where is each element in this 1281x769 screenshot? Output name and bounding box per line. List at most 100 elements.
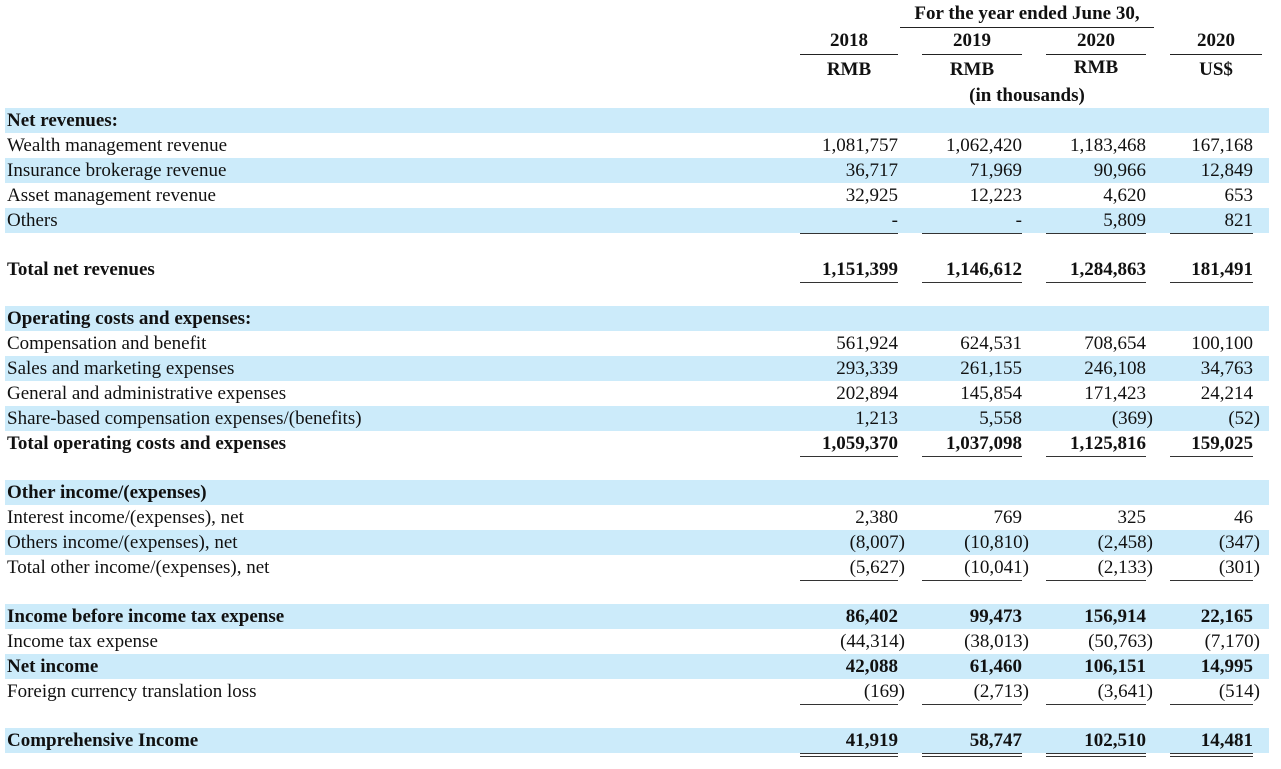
statement-row: Operating costs and expenses: xyxy=(5,306,1269,331)
cell-value: 12,849 xyxy=(1200,160,1253,181)
cell-value: 41,919 xyxy=(845,730,898,751)
row-label: Income before income tax expense xyxy=(7,606,285,627)
statement-row: Compensation and benefit 561,924 624,531 70… xyxy=(5,331,1269,356)
statement-row: Sales and marketing expenses 293,339 261,1… xyxy=(5,356,1269,381)
cell-value: 71,969 xyxy=(969,160,1022,181)
cell-value: 36,717 xyxy=(845,160,898,181)
statement-row: Asset management revenue 32,925 12,223 4,62… xyxy=(5,183,1269,208)
cell-value: 821 xyxy=(1224,210,1254,231)
cell-value: (8,007) xyxy=(849,532,905,553)
underline xyxy=(800,282,898,283)
row-label: Income tax expense xyxy=(7,631,158,652)
underline xyxy=(922,282,1022,283)
cell-value: (2,458) xyxy=(1097,532,1153,553)
currency-header-2018: RMB xyxy=(826,59,872,80)
row-label: Interest income/(expenses), net xyxy=(7,507,244,528)
cell-value: 181,491 xyxy=(1191,259,1253,280)
cell-value: - xyxy=(1015,210,1022,231)
double-underline xyxy=(1046,753,1146,757)
statement-row: Interest income/(expenses), net 2,380 769 3… xyxy=(5,505,1269,530)
cell-value: (52) xyxy=(1228,408,1260,429)
period-underline xyxy=(900,27,1154,28)
cell-value: 58,747 xyxy=(969,730,1022,751)
cell-value: (169) xyxy=(863,681,905,702)
cell-value: 1,059,370 xyxy=(822,433,898,454)
cell-value: (301) xyxy=(1218,557,1260,578)
cell-value: (2,713) xyxy=(973,681,1029,702)
row-label: Total other income/(expenses), net xyxy=(7,557,270,578)
cell-value: 5,558 xyxy=(979,408,1022,429)
underline xyxy=(1170,580,1253,581)
period-header: For the year ended June 30, xyxy=(914,3,1140,24)
cell-value: 1,213 xyxy=(855,408,898,429)
units-header: (in thousands) xyxy=(969,85,1085,106)
cell-value: 46 xyxy=(1234,507,1253,528)
cell-value: (369) xyxy=(1111,408,1153,429)
underline xyxy=(1046,580,1146,581)
year-header-2020-usd: 2020 xyxy=(1197,30,1235,51)
row-label: Foreign currency translation loss xyxy=(7,681,257,702)
row-label: Others income/(expenses), net xyxy=(7,532,238,553)
cell-value: (38,013) xyxy=(964,631,1029,652)
cell-value: 1,146,612 xyxy=(946,259,1022,280)
cell-value: 32,925 xyxy=(845,185,898,206)
cell-value: (10,041) xyxy=(964,557,1029,578)
cell-value: 159,025 xyxy=(1191,433,1253,454)
statement-row: Total other income/(expenses), net (5,627… xyxy=(5,555,1269,580)
cell-value: 1,037,098 xyxy=(946,433,1022,454)
statement-row: Foreign currency translation loss (169) (2… xyxy=(5,679,1269,704)
row-label: Asset management revenue xyxy=(7,185,216,206)
underline xyxy=(1046,704,1146,705)
underline xyxy=(922,456,1022,457)
statement-row: Comprehensive Income 41,919 58,747 102,510 1… xyxy=(5,728,1269,753)
cell-value: 1,125,816 xyxy=(1070,433,1146,454)
row-label: Other income/(expenses) xyxy=(7,482,207,503)
underline xyxy=(922,704,1022,705)
cell-value: 90,966 xyxy=(1093,160,1146,181)
row-label: General and administrative expenses xyxy=(7,383,287,404)
cell-value: 99,473 xyxy=(969,606,1022,627)
cell-value: (5,627) xyxy=(849,557,905,578)
cell-value: (514) xyxy=(1218,681,1260,702)
statement-row: Net revenues: xyxy=(5,108,1269,133)
underline xyxy=(800,580,898,581)
cell-value: 246,108 xyxy=(1084,358,1146,379)
cell-value: - xyxy=(891,210,898,231)
cell-value: (7,170) xyxy=(1204,631,1260,652)
currency-header-2020-rmb: RMB xyxy=(1073,57,1119,78)
cell-value: 61,460 xyxy=(969,656,1022,677)
row-label: Net income xyxy=(7,656,99,677)
underline xyxy=(1170,282,1253,283)
year-underline-2018 xyxy=(800,54,898,55)
statement-row: Insurance brokerage revenue 36,717 71,969 9… xyxy=(5,158,1269,183)
row-label: Sales and marketing expenses xyxy=(7,358,235,379)
cell-value: 5,809 xyxy=(1103,210,1146,231)
statement-row: Total net revenues 1,151,399 1,146,612 1,28… xyxy=(5,257,1269,282)
year-underline-2020-rmb xyxy=(1046,54,1146,55)
row-label: Net revenues: xyxy=(7,110,118,131)
cell-value: 167,168 xyxy=(1191,135,1253,156)
year-header-2018: 2018 xyxy=(830,30,868,51)
double-underline xyxy=(922,753,1022,757)
year-header-2020-rmb: 2020 xyxy=(1077,30,1115,51)
cell-value: 12,223 xyxy=(969,185,1022,206)
row-label: Comprehensive Income xyxy=(7,730,199,751)
cell-value: 156,914 xyxy=(1084,606,1146,627)
cell-value: 14,481 xyxy=(1200,730,1253,751)
statement-row: Total operating costs and expenses 1,059,… xyxy=(5,431,1269,456)
cell-value: 624,531 xyxy=(960,333,1022,354)
cell-value: 22,165 xyxy=(1200,606,1253,627)
cell-value: 1,062,420 xyxy=(946,135,1022,156)
row-label: Insurance brokerage revenue xyxy=(7,160,227,181)
underline xyxy=(800,233,898,234)
row-label: Wealth management revenue xyxy=(7,135,228,156)
cell-value: 769 xyxy=(993,507,1023,528)
underline xyxy=(800,456,898,457)
row-label: Total operating costs and expenses xyxy=(7,433,287,454)
year-header-2019: 2019 xyxy=(953,30,991,51)
underline xyxy=(1170,456,1253,457)
statement-row: Other income/(expenses) xyxy=(5,480,1269,505)
cell-value: 100,100 xyxy=(1191,333,1253,354)
cell-value: 561,924 xyxy=(836,333,898,354)
statement-row: General and administrative expenses 202,8… xyxy=(5,381,1269,406)
